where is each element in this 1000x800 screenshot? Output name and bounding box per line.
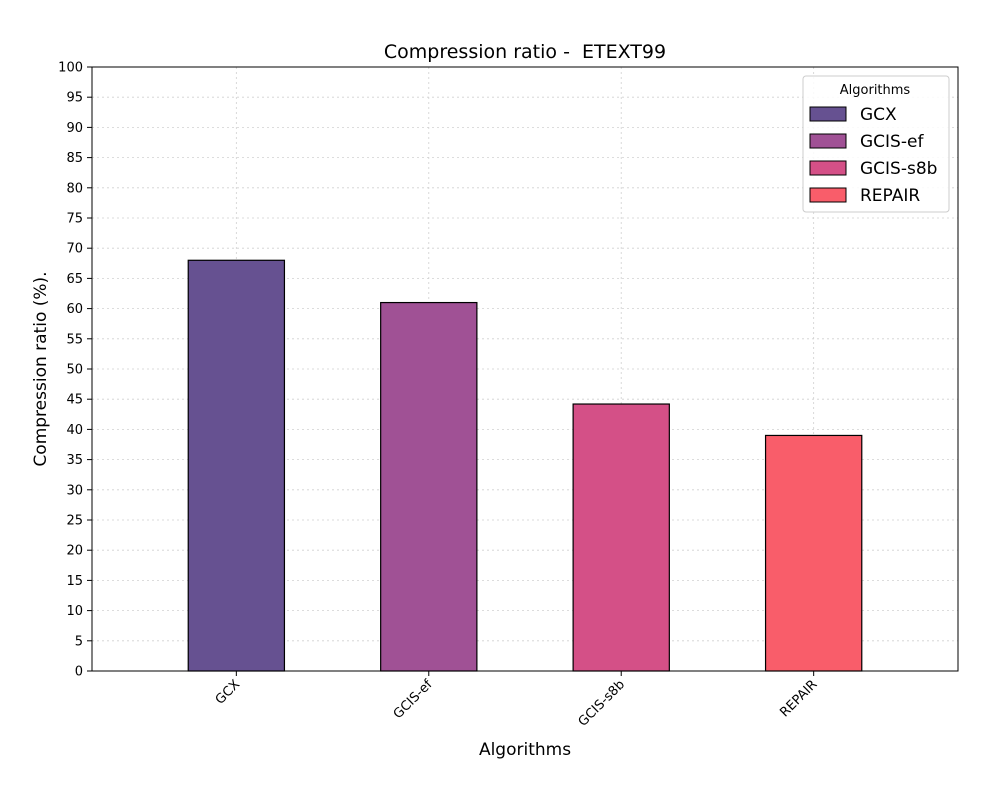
- y-tick-label: 55: [66, 332, 83, 347]
- x-tick-label: GCIS-ef: [391, 677, 436, 722]
- y-tick-label: 50: [66, 363, 83, 378]
- y-tick-label: 100: [58, 61, 83, 76]
- y-tick-label: 15: [66, 574, 83, 589]
- bars-layer: [187, 259, 863, 672]
- y-tick-label: 20: [66, 544, 83, 559]
- y-tick-label: 35: [66, 453, 83, 468]
- y-tick-label: 75: [66, 212, 83, 227]
- legend: Algorithms GCX GCIS-ef GCIS-s8b REPAIR: [802, 75, 950, 213]
- legend-label: GCX: [860, 105, 897, 125]
- chart-title: Compression ratio - ETEXT99: [384, 41, 666, 63]
- y-axis: 0 5 10 15 20 25 30 35 40 45 50 55 60 65 70 75 80 85 90 95 10…: [58, 61, 92, 680]
- bar-gcis-s8b: [572, 403, 670, 672]
- x-tick-label: REPAIR: [777, 677, 820, 720]
- x-tick-label: GCX: [213, 677, 244, 708]
- legend-entries: GCX GCIS-ef GCIS-s8b REPAIR: [809, 105, 937, 206]
- legend-swatch: [809, 133, 847, 149]
- y-tick-label: 80: [66, 181, 83, 196]
- bar-gcx: [187, 259, 286, 672]
- legend-swatch: [809, 160, 847, 176]
- x-axis-label: Algorithms: [479, 740, 571, 760]
- y-tick-label: 30: [66, 483, 83, 498]
- y-tick-label: 25: [66, 514, 83, 529]
- y-tick-label: 10: [66, 604, 83, 619]
- y-tick-label: 40: [66, 423, 83, 438]
- x-axis: GCX GCIS-ef GCIS-s8b REPAIR: [213, 671, 820, 730]
- legend-swatch: [809, 106, 847, 122]
- bar-gcis-ef: [380, 301, 478, 672]
- y-tick-label: 90: [66, 121, 83, 136]
- legend-label: REPAIR: [860, 186, 920, 206]
- y-tick-label: 70: [66, 242, 83, 257]
- y-tick-label: 95: [66, 91, 83, 106]
- bar-repair: [764, 434, 863, 672]
- y-tick-label: 5: [75, 634, 83, 649]
- y-tick-label: 45: [66, 393, 83, 408]
- legend-swatch: [809, 187, 847, 203]
- legend-title: Algorithms: [840, 83, 911, 98]
- y-tick-label: 85: [66, 151, 83, 166]
- x-tick-label: GCIS-s8b: [576, 677, 628, 729]
- y-axis-label: Compression ratio (%).: [31, 271, 51, 466]
- legend-label: GCIS-s8b: [860, 159, 937, 179]
- y-tick-label: 65: [66, 272, 83, 287]
- y-tick-label: 0: [75, 665, 83, 680]
- legend-label: GCIS-ef: [860, 132, 924, 152]
- y-tick-label: 60: [66, 302, 83, 317]
